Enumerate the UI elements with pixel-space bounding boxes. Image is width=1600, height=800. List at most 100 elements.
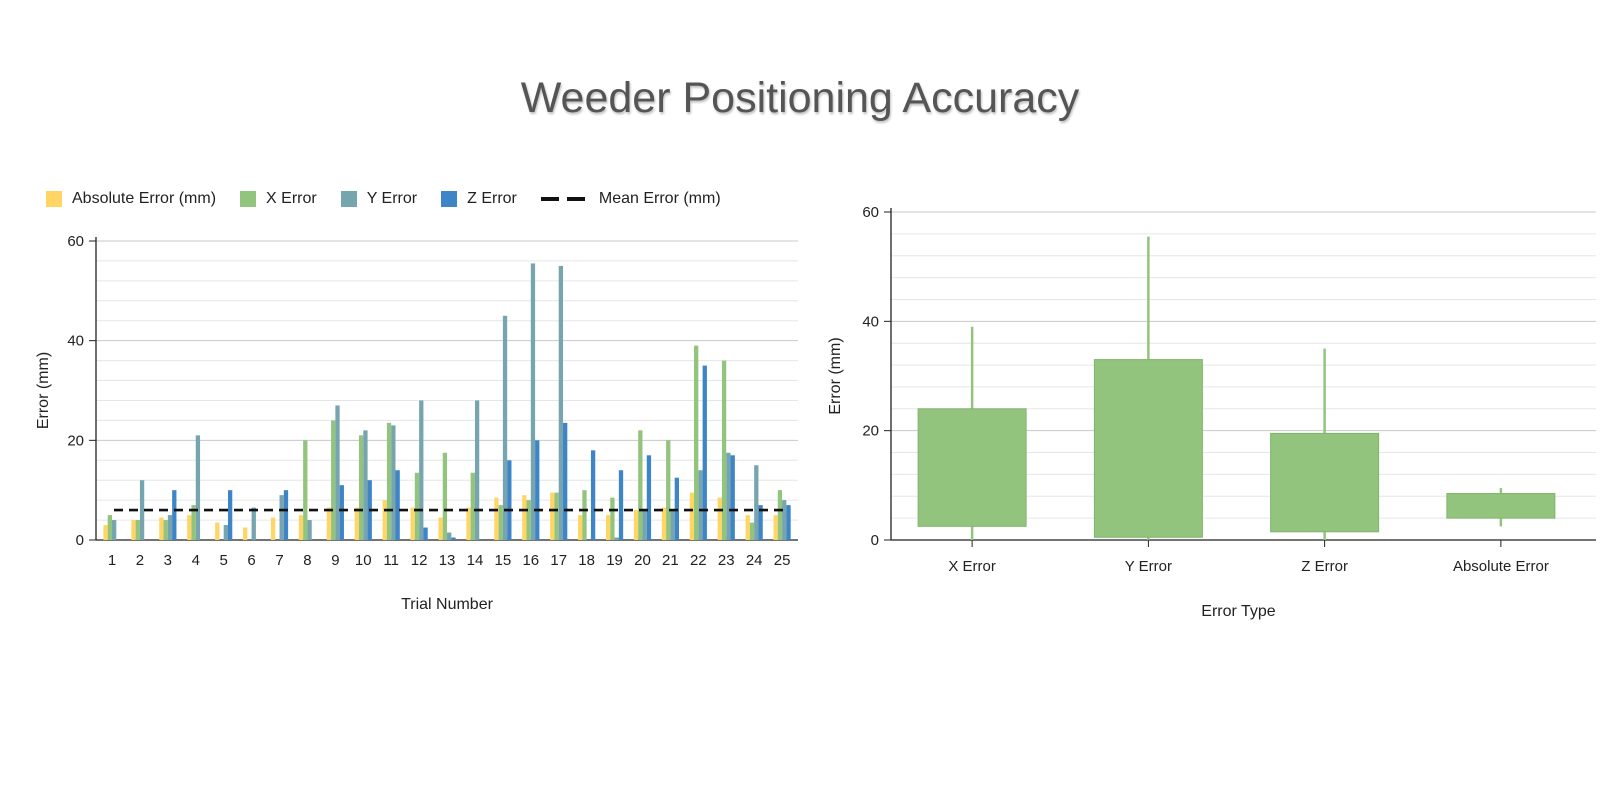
- bar-x-error: [331, 420, 336, 540]
- bar-x-error: [498, 505, 503, 540]
- bar-y-error: [698, 470, 703, 540]
- bar-z-error: [590, 450, 596, 540]
- box-iqr: [1093, 359, 1203, 538]
- bar-chart-ylabel: Error (mm): [35, 352, 52, 429]
- bar-x-error: [610, 497, 615, 540]
- bar-x-error: [777, 490, 783, 540]
- bar-absolute-error: [466, 507, 471, 540]
- bar-chart-plot: [89, 237, 798, 541]
- legend-label-y-error: Y Error: [366, 190, 418, 207]
- bar-chart-xtick-label: 8: [303, 552, 311, 569]
- bar-chart-xtick-label: 22: [690, 552, 707, 569]
- box-iqr: [917, 408, 1027, 527]
- bar-y-error: [251, 507, 256, 540]
- bar-chart-xtick-label: 24: [746, 552, 763, 569]
- legend-item-x-error[interactable]: X Error: [240, 190, 317, 208]
- bar-chart-xtick-label: 13: [439, 552, 456, 569]
- legend-item-absolute-error[interactable]: Absolute Error (mm): [46, 190, 216, 208]
- bar-z-error: [395, 470, 400, 540]
- bar-y-error: [195, 435, 201, 540]
- bar-x-error: [526, 500, 531, 540]
- bar-z-error: [563, 422, 568, 540]
- legend-label-x-error: X Error: [266, 190, 317, 207]
- bar-y-error: [474, 400, 480, 540]
- bar-chart-xtick-label: 19: [606, 552, 623, 569]
- legend-swatch-x-error: [240, 191, 257, 207]
- bar-absolute-error: [354, 507, 359, 540]
- bar-y-error: [167, 515, 173, 540]
- bar-y-error: [335, 405, 340, 540]
- bar-chart-ytick-label: 20: [67, 432, 84, 449]
- legend-item-y-error[interactable]: Y Error: [340, 190, 418, 208]
- bar-chart-xtick-label: 7: [275, 552, 283, 569]
- chart-title: Weeder Positioning Accuracy: [520, 74, 1080, 122]
- bar-absolute-error: [578, 515, 583, 540]
- box-plot-ylabel: Error (mm): [827, 337, 844, 414]
- bar-z-error: [786, 505, 791, 540]
- box-plot-ytick-label: 60: [862, 204, 879, 221]
- bar-absolute-error: [550, 492, 555, 540]
- bar-x-error: [414, 472, 420, 540]
- bar-absolute-error: [298, 515, 304, 540]
- bar-absolute-error: [243, 527, 248, 540]
- box-plot-ytick-label: 0: [871, 532, 879, 549]
- bar-chart-xtick-label: 14: [467, 552, 484, 569]
- bar-chart-xtick-label: 10: [355, 552, 372, 569]
- bar-y-error: [530, 263, 536, 540]
- bar-y-error: [502, 315, 508, 540]
- bar-chart-xtick-label: 12: [411, 552, 428, 569]
- bar-y-error: [726, 452, 731, 540]
- bar-chart-xtick-label: 18: [578, 552, 595, 569]
- bar-y-error: [391, 425, 396, 540]
- bar-x-error: [358, 435, 364, 540]
- bar-y-error: [754, 465, 759, 540]
- bar-y-error: [670, 510, 675, 540]
- bar-absolute-error: [438, 517, 443, 540]
- bar-chart-xtick-label: 25: [774, 552, 791, 569]
- bar-absolute-error: [745, 515, 750, 540]
- legend-swatch-z-error: [441, 191, 458, 207]
- bar-x-error: [749, 522, 755, 540]
- bar-x-error: [666, 440, 671, 540]
- bar-absolute-error: [103, 525, 108, 540]
- bar-x-error: [163, 520, 168, 540]
- bar-y-error: [307, 520, 312, 540]
- bar-chart-xtick-label: 15: [495, 552, 512, 569]
- bar-absolute-error: [270, 517, 276, 540]
- bar-absolute-error: [131, 520, 136, 540]
- bar-y-error: [419, 400, 424, 540]
- box-plot-xlabel: Error Type: [1201, 603, 1276, 620]
- bar-x-error: [303, 440, 308, 540]
- box-plot-ytick-label: 20: [862, 423, 879, 440]
- bar-absolute-error: [494, 497, 499, 540]
- bar-x-error: [191, 505, 196, 540]
- legend-item-mean-error[interactable]: Mean Error (mm): [540, 190, 721, 208]
- legend-label-mean-error: Mean Error (mm): [598, 190, 721, 207]
- bar-absolute-error: [605, 515, 611, 540]
- box-plot-xtick-label: X Error: [948, 558, 996, 575]
- legend-item-z-error[interactable]: Z Error: [441, 190, 517, 208]
- bar-chart-xtick-label: 3: [164, 552, 172, 569]
- bar-chart-xtick-label: 16: [522, 552, 539, 569]
- legend-label-z-error: Z Error: [467, 190, 517, 207]
- bar-x-error: [135, 520, 140, 540]
- bar-y-error: [139, 480, 145, 540]
- bar-z-error: [618, 470, 624, 540]
- bar-y-error: [614, 537, 619, 540]
- bar-y-error: [642, 510, 647, 540]
- legend-swatch-y-error: [340, 191, 357, 207]
- bar-z-error: [423, 527, 428, 540]
- bar-chart-xtick-label: 11: [383, 552, 399, 569]
- bar-chart-xtick-label: 21: [662, 552, 679, 569]
- bar-x-error: [107, 515, 112, 540]
- bar-z-error: [730, 455, 735, 540]
- box-plot-plot: [884, 208, 1596, 547]
- bar-z-error: [507, 460, 512, 540]
- bar-absolute-error: [410, 507, 415, 540]
- bar-y-error: [558, 265, 564, 540]
- bar-absolute-error: [326, 507, 332, 540]
- bar-absolute-error: [773, 515, 778, 540]
- bar-y-error: [279, 495, 284, 540]
- bar-absolute-error: [661, 507, 667, 540]
